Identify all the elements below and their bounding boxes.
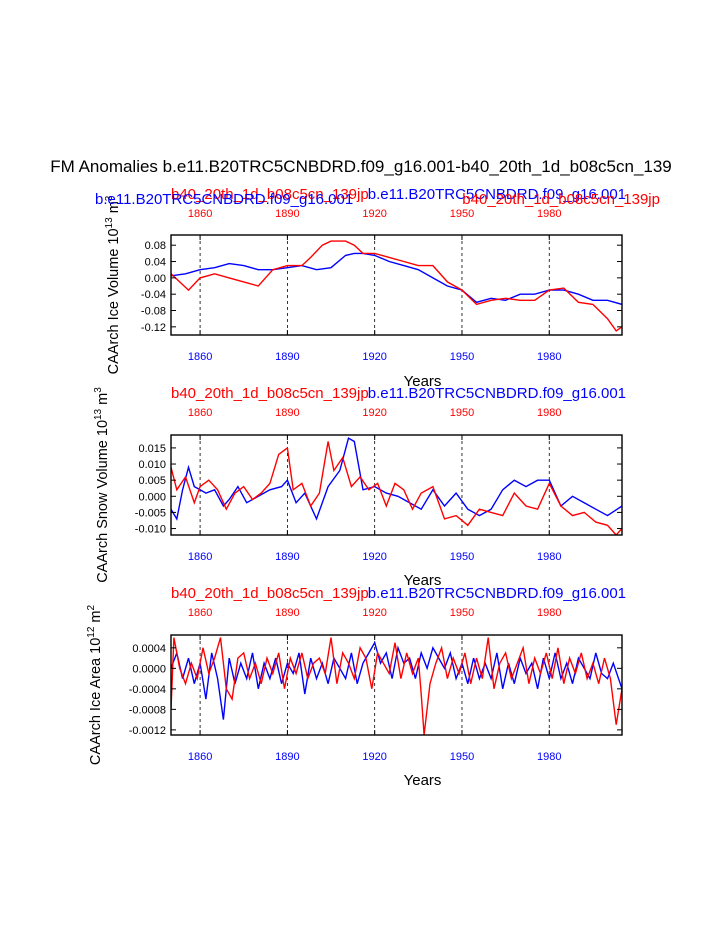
x-tick-label-bottom: 1860 (188, 351, 212, 363)
y-axis-label-part: m (88, 610, 104, 626)
y-tick-label: -0.04 (141, 289, 166, 301)
x-tick-label-bottom: 1950 (450, 551, 474, 563)
y-axis-label-exponent: 3 (93, 387, 104, 393)
x-tick-label-top: 1890 (275, 208, 299, 220)
series-title-blue: b.e11.B20TRC5CNBDRD.f09_g16.001 (368, 186, 626, 203)
series-line-red (171, 441, 622, 535)
x-tick-label-top: 1920 (362, 208, 386, 220)
x-tick-label-bottom: 1890 (275, 551, 299, 563)
x-tick-label-bottom: 1950 (450, 751, 474, 763)
y-axis-label-exponent: 2 (86, 604, 97, 610)
x-tick-label-top: 1860 (188, 208, 212, 220)
y-tick-label: 0.08 (145, 240, 166, 252)
x-tick-label-bottom: 1890 (275, 351, 299, 363)
x-axis-label: Years (404, 572, 442, 589)
y-tick-label: -0.0008 (129, 704, 166, 716)
x-tick-label-bottom: 1980 (537, 551, 561, 563)
y-axis-label-part: m (95, 393, 111, 409)
x-tick-label-top: 1890 (275, 607, 299, 619)
y-tick-label: 0.010 (138, 459, 166, 471)
y-tick-label: -0.08 (141, 306, 166, 318)
series-line-blue (171, 437, 622, 521)
y-axis-label: CAArch Ice Area 1012 m2 (86, 604, 104, 765)
y-tick-label: -0.005 (135, 507, 166, 519)
x-tick-label-top: 1920 (362, 407, 386, 419)
plot-frame (170, 634, 623, 736)
y-tick-label: -0.0004 (129, 684, 166, 696)
plot-frame (170, 434, 623, 536)
y-tick-label: 0.00 (145, 273, 166, 285)
x-tick-label-bottom: 1980 (537, 351, 561, 363)
series-title-red: b40_20th_1d_b08c5cn_139jp (171, 186, 369, 203)
x-tick-label-bottom: 1950 (450, 351, 474, 363)
x-tick-label-top: 1980 (537, 607, 561, 619)
y-tick-label: -0.0012 (129, 725, 166, 737)
figure-title: FM Anomalies b.e11.B20TRC5CNBDRD.f09_g16… (50, 157, 672, 176)
x-tick-label-bottom: 1890 (275, 751, 299, 763)
y-axis-label-part: CAArch Ice Volume 10 (106, 228, 122, 374)
series-line-red (171, 637, 622, 735)
x-tick-label-top: 1920 (362, 607, 386, 619)
x-tick-label-top: 1980 (537, 407, 561, 419)
x-tick-label-top: 1950 (450, 607, 474, 619)
y-axis-label-exponent: 13 (104, 217, 115, 229)
series-title-blue: b.e11.B20TRC5CNBDRD.f09_g16.001 (95, 191, 353, 208)
y-axis-label-exponent: 3 (104, 195, 115, 201)
x-tick-label-bottom: 1920 (362, 351, 386, 363)
y-axis-label-exponent: 13 (93, 408, 104, 420)
x-tick-label-top: 1860 (188, 607, 212, 619)
y-tick-label: 0.005 (138, 475, 166, 487)
y-tick-label: 0.000 (138, 491, 166, 503)
x-tick-label-top: 1980 (537, 208, 561, 220)
series-title-red: b40_20th_1d_b08c5cn_139jp (171, 585, 369, 602)
y-axis-label-part: m (106, 201, 122, 217)
x-axis-label: Years (404, 772, 442, 789)
y-tick-label: 0.0000 (132, 663, 166, 675)
panel-area: 0.0004 0.0000 -0.0004 -0.0008 -0.0012 1860 186… (86, 585, 626, 789)
series-title-red: b40_20th_1d_b08c5cn_139jp (171, 385, 369, 402)
y-tick-label: -0.010 (135, 524, 166, 536)
x-tick-label-bottom: 1920 (362, 751, 386, 763)
y-axis-label-part: CAArch Snow Volume 10 (95, 420, 111, 583)
y-axis-label: CAArch Ice Volume 1013 m3 (104, 195, 122, 374)
series-line-blue (171, 252, 622, 306)
x-tick-label-bottom: 1920 (362, 551, 386, 563)
y-axis-label-part: CAArch Ice Area 10 (88, 638, 104, 765)
series-title-red: b40_20th_1d_b08c5cn_139jp (462, 191, 660, 208)
x-axis-label: Years (404, 373, 442, 390)
series-line-red (171, 240, 622, 332)
panel-volume: 0.08 0.04 0.00 -0.04 -0.08 -0.12 1860 1860 1890 1… (95, 186, 660, 390)
y-tick-label: -0.12 (141, 322, 166, 334)
x-tick-label-top: 1950 (450, 407, 474, 419)
x-tick-label-top: 1950 (450, 208, 474, 220)
y-tick-label: 0.04 (145, 257, 166, 269)
x-tick-label-bottom: 1860 (188, 751, 212, 763)
y-tick-label: 0.0004 (132, 643, 166, 655)
panel-snow: 0.015 0.010 0.005 0.000 -0.005 -0.010 1860 1860… (93, 385, 626, 589)
panels: 0.08 0.04 0.00 -0.04 -0.08 -0.12 1860 1860 1890 1… (86, 186, 660, 789)
y-axis-label: CAArch Snow Volume 1013 m3 (93, 387, 111, 583)
x-tick-label-bottom: 1980 (537, 751, 561, 763)
x-tick-label-top: 1890 (275, 407, 299, 419)
series-title-blue: b.e11.B20TRC5CNBDRD.f09_g16.001 (368, 585, 626, 602)
series-title-blue: b.e11.B20TRC5CNBDRD.f09_g16.001 (368, 385, 626, 402)
y-tick-label: 0.015 (138, 443, 166, 455)
y-axis-label-exponent: 12 (86, 626, 97, 638)
x-tick-label-top: 1860 (188, 407, 212, 419)
plot-frame (170, 234, 623, 336)
x-tick-label-bottom: 1860 (188, 551, 212, 563)
